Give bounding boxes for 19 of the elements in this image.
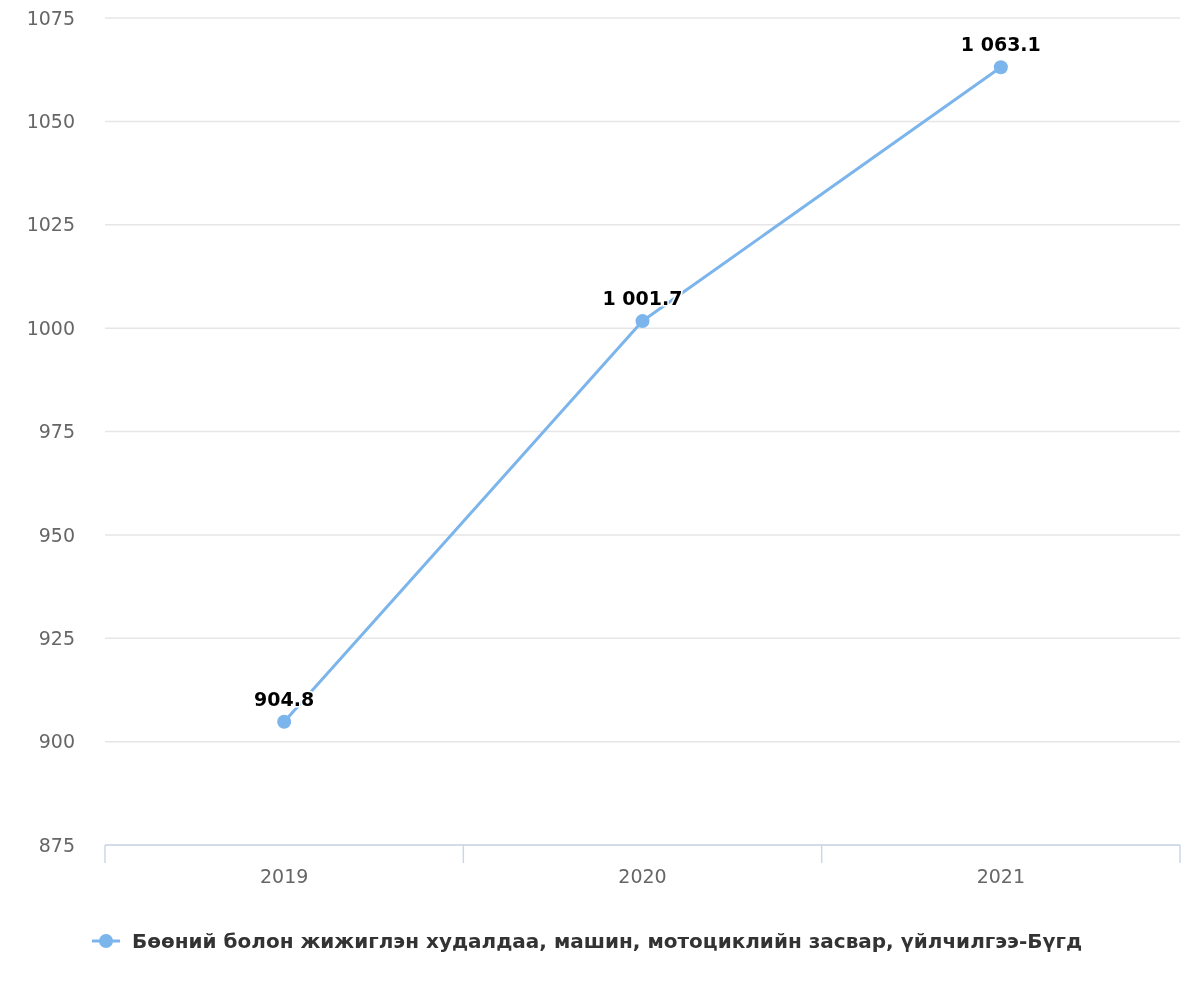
point bbox=[993, 60, 1008, 75]
y-tick-label: 1075 bbox=[26, 6, 75, 29]
y-tick-label: 900 bbox=[38, 730, 75, 753]
x-tick-label: 2019 bbox=[259, 865, 309, 887]
y-tick-label: 950 bbox=[38, 523, 75, 546]
y-tick-label: 1025 bbox=[26, 213, 75, 236]
legend-label: Бөөний болон жижиглэн худалдаа, машин, мотоциклийн засвар, үйлчилгээ-Бүгд bbox=[132, 929, 1083, 953]
data-label: 904.8 bbox=[254, 687, 315, 710]
y-tick-label: 1000 bbox=[26, 316, 75, 339]
y-tick-label: 925 bbox=[38, 626, 75, 649]
data-label: 1 063.1 bbox=[960, 33, 1041, 56]
point bbox=[635, 314, 650, 329]
y-tick-label: 975 bbox=[38, 420, 75, 443]
y-tick-label: 1050 bbox=[26, 110, 75, 133]
data-label: 1 001.7 bbox=[602, 287, 683, 310]
point bbox=[277, 714, 292, 729]
x-tick-label: 2020 bbox=[618, 865, 667, 887]
x-tick-label: 2021 bbox=[976, 865, 1026, 887]
y-tick-label: 875 bbox=[38, 833, 75, 856]
